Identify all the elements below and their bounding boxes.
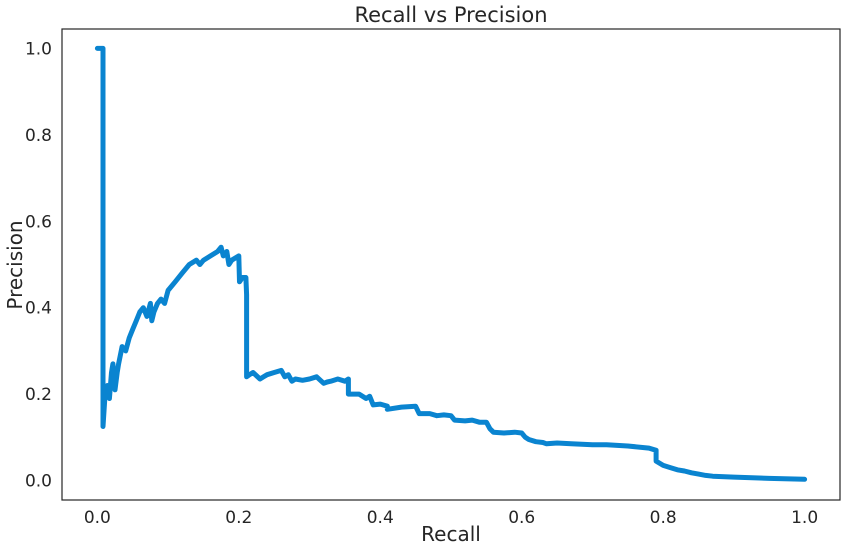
x-tick-label: 0.0 (84, 508, 111, 528)
y-tick-label: 0.0 (25, 472, 52, 492)
y-axis-title: Precision (3, 220, 27, 309)
chart-title: Recall vs Precision (354, 3, 547, 27)
x-tick-label: 0.2 (225, 508, 252, 528)
y-tick-label: 0.2 (25, 385, 52, 405)
y-tick-label: 1.0 (25, 39, 52, 59)
x-axis-title: Recall (421, 522, 481, 546)
y-tick-label: 0.6 (25, 212, 52, 232)
series-line-0 (94, 45, 808, 482)
y-tick-label: 0.8 (25, 126, 52, 146)
x-tick-label: 0.6 (508, 508, 535, 528)
plot-frame (61, 28, 841, 501)
x-tick-label: 1.0 (791, 508, 818, 528)
y-tick-label: 0.4 (25, 299, 52, 319)
x-tick-label: 0.4 (367, 508, 394, 528)
x-tick-label: 0.8 (650, 508, 677, 528)
